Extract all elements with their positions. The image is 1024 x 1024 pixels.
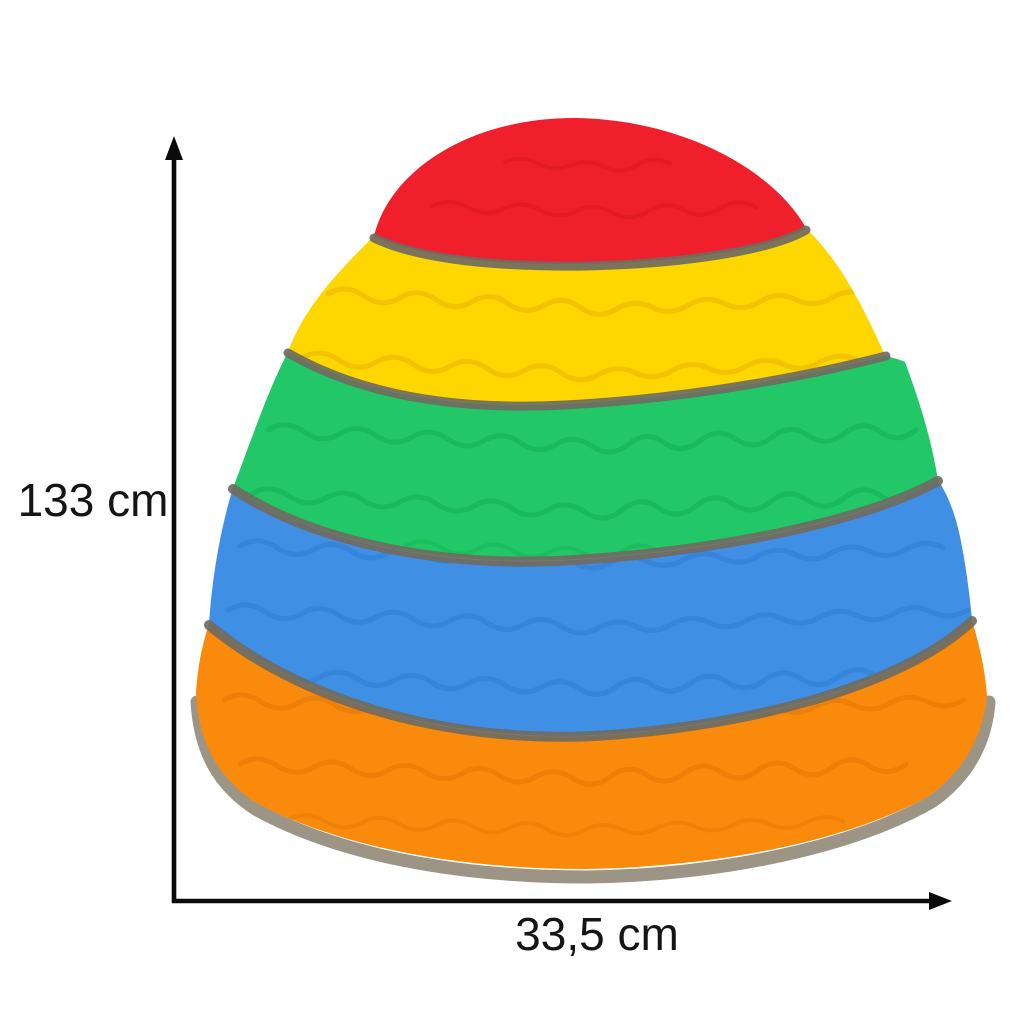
stone-yellow-texture (299, 286, 871, 383)
arrow-right-icon (929, 892, 952, 910)
width-label: 33,5 cm (515, 908, 679, 960)
seam-rim-yellow-green (283, 348, 891, 411)
seam-rim-red-yellow (369, 225, 811, 271)
stone-blue-texture (225, 538, 971, 697)
seam-rim-green-blue (228, 476, 943, 567)
stone-orange (196, 620, 987, 869)
seam-rim-blue-orange (204, 616, 977, 742)
stone-red (374, 118, 806, 265)
stone-yellow (288, 228, 885, 405)
height-label: 133 cm (18, 474, 169, 526)
arrow-up-icon (165, 136, 183, 160)
stone-red-texture (430, 156, 758, 220)
base-rim (190, 695, 996, 884)
